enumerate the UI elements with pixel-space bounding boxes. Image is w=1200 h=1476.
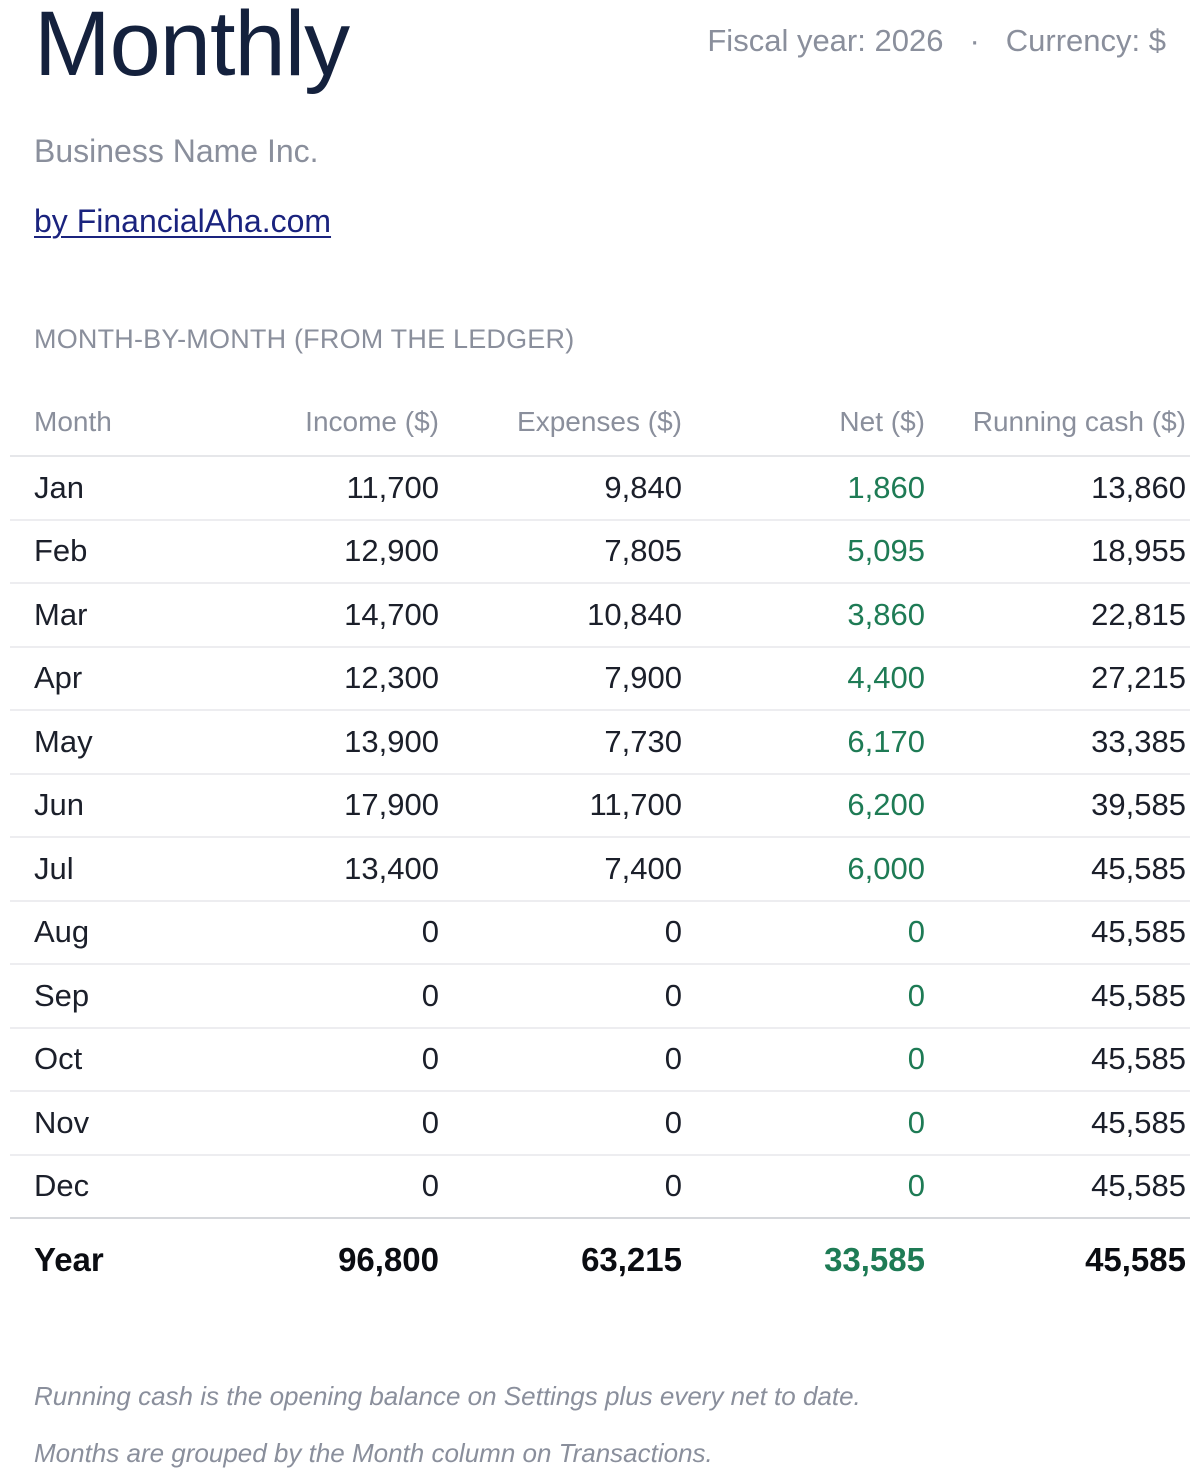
cell-month: Feb [10, 519, 200, 584]
currency-label: Currency: $ [1005, 23, 1166, 58]
table-row: Sep 0 0 0 45,585 [10, 964, 1190, 1029]
cell-net: 0 [686, 1091, 929, 1156]
fiscal-year-label: Fiscal year: 2026 [707, 23, 944, 58]
table-header-row: Month Income ($) Expenses ($) Net ($) Ru… [10, 389, 1190, 457]
cell-month: Nov [10, 1091, 200, 1156]
total-net: 33,585 [824, 1241, 925, 1278]
cell-net: 4,400 [686, 646, 929, 711]
cell-net: 0 [686, 1027, 929, 1092]
table-row: Nov 0 0 0 45,585 [10, 1091, 1190, 1156]
cell-running-cash: 33,385 [929, 710, 1190, 775]
column-header-month: Month [10, 389, 200, 457]
table-row: Apr 12,300 7,900 4,400 27,215 [10, 646, 1190, 711]
cell-income: 12,300 [200, 646, 443, 711]
column-header-expenses: Expenses ($) [443, 389, 686, 457]
cell-expenses: 0 [443, 1027, 686, 1092]
cell-net: 6,170 [686, 710, 929, 775]
cell-income: 11,700 [200, 456, 443, 521]
cell-running-cash: 18,955 [929, 519, 1190, 584]
cell-month: May [10, 710, 200, 775]
cell-month: Mar [10, 583, 200, 648]
cell-month: Oct [10, 1027, 200, 1092]
total-running-cash: 45,585 [1085, 1241, 1186, 1278]
financialaha-link[interactable]: by FinancialAha.com [34, 203, 332, 239]
cell-month: Dec [10, 1154, 200, 1219]
table-row: Aug 0 0 0 45,585 [10, 900, 1190, 965]
cell-month: Apr [10, 646, 200, 711]
column-header-income: Income ($) [200, 389, 443, 457]
cell-income: 12,900 [200, 519, 443, 584]
column-header-running-cash: Running cash ($) [929, 389, 1190, 457]
meta-separator: · [969, 23, 980, 58]
total-income: 96,800 [338, 1241, 439, 1278]
cell-running-cash: 45,585 [929, 1091, 1190, 1156]
cell-income: 0 [200, 1154, 443, 1219]
cell-income: 13,400 [200, 837, 443, 902]
cell-net: 3,860 [686, 583, 929, 648]
table-row: Oct 0 0 0 45,585 [10, 1027, 1190, 1092]
cell-month: Jun [10, 773, 200, 838]
table-row: Feb 12,900 7,805 5,095 18,955 [10, 519, 1190, 584]
cell-running-cash: 39,585 [929, 773, 1190, 838]
cell-expenses: 0 [443, 1154, 686, 1219]
cell-expenses: 7,805 [443, 519, 686, 584]
cell-income: 13,900 [200, 710, 443, 775]
section-heading: MONTH-BY-MONTH (FROM THE LEDGER) [34, 324, 575, 354]
cell-expenses: 7,400 [443, 837, 686, 902]
cell-income: 14,700 [200, 583, 443, 648]
cell-net: 5,095 [686, 519, 929, 584]
table-row: Mar 14,700 10,840 3,860 22,815 [10, 583, 1190, 648]
cell-expenses: 0 [443, 964, 686, 1029]
cell-running-cash: 45,585 [929, 837, 1190, 902]
cell-net: 1,860 [686, 456, 929, 521]
cell-month: Sep [10, 964, 200, 1029]
cell-running-cash: 22,815 [929, 583, 1190, 648]
cell-expenses: 7,900 [443, 646, 686, 711]
cell-net: 6,000 [686, 837, 929, 902]
cell-net: 0 [686, 1154, 929, 1219]
footnote-running-cash: Running cash is the opening balance on S… [34, 1381, 861, 1411]
cell-income: 0 [200, 1027, 443, 1092]
year-total-row: Year 96,800 63,215 33,585 45,585 [10, 1218, 1190, 1301]
cell-net: 0 [686, 900, 929, 965]
table-row: Jan 11,700 9,840 1,860 13,860 [10, 456, 1190, 521]
total-expenses: 63,215 [581, 1241, 682, 1278]
business-name: Business Name Inc. [34, 133, 319, 169]
cell-running-cash: 45,585 [929, 1154, 1190, 1219]
total-label: Year [34, 1241, 104, 1278]
cell-expenses: 9,840 [443, 456, 686, 521]
table-row: Dec 0 0 0 45,585 [10, 1154, 1190, 1219]
cell-running-cash: 45,585 [929, 964, 1190, 1029]
cell-running-cash: 13,860 [929, 456, 1190, 521]
cell-month: Jan [10, 456, 200, 521]
report-meta: Fiscal year: 2026 · Currency: $ [707, 22, 1166, 60]
column-header-net: Net ($) [686, 389, 929, 457]
cell-income: 0 [200, 964, 443, 1029]
table-row: May 13,900 7,730 6,170 33,385 [10, 710, 1190, 775]
cell-expenses: 0 [443, 1091, 686, 1156]
footnote-month-grouping: Months are grouped by the Month column o… [34, 1438, 713, 1468]
cell-expenses: 11,700 [443, 773, 686, 838]
cell-running-cash: 45,585 [929, 1027, 1190, 1092]
table-row: Jun 17,900 11,700 6,200 39,585 [10, 773, 1190, 838]
cell-month: Jul [10, 837, 200, 902]
cell-month: Aug [10, 900, 200, 965]
cell-net: 0 [686, 964, 929, 1029]
cell-expenses: 0 [443, 900, 686, 965]
page-title: Monthly [34, 0, 350, 95]
cell-running-cash: 45,585 [929, 900, 1190, 965]
cell-expenses: 7,730 [443, 710, 686, 775]
cell-expenses: 10,840 [443, 583, 686, 648]
table-row: Jul 13,400 7,400 6,000 45,585 [10, 837, 1190, 902]
cell-net: 6,200 [686, 773, 929, 838]
cell-income: 0 [200, 900, 443, 965]
cell-income: 17,900 [200, 773, 443, 838]
cell-income: 0 [200, 1091, 443, 1156]
monthly-ledger-table: Month Income ($) Expenses ($) Net ($) Ru… [10, 389, 1190, 1301]
cell-running-cash: 27,215 [929, 646, 1190, 711]
